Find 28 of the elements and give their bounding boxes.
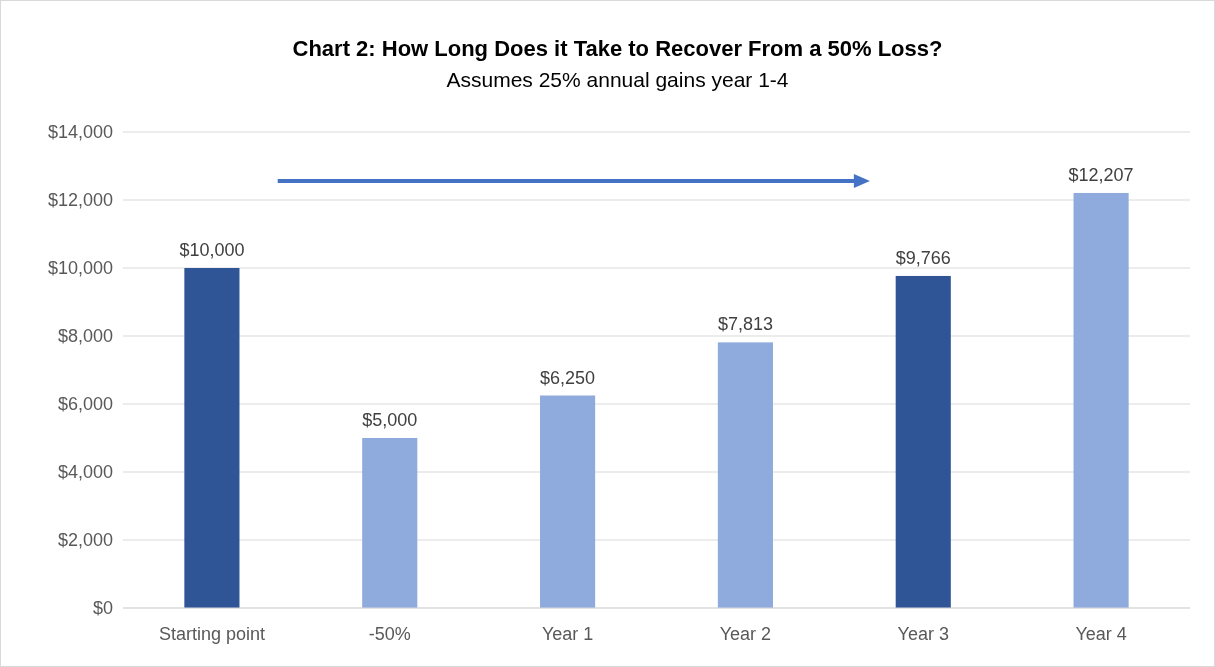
y-tick-label: $2,000 — [57, 530, 113, 551]
bar — [895, 275, 951, 608]
y-tick-label: $10,000 — [47, 258, 113, 279]
y-tick-label: $8,000 — [57, 326, 113, 347]
data-label: $7,813 — [717, 314, 773, 335]
x-tick-label: Year 1 — [541, 624, 594, 644]
y-tick-label: $0 — [92, 598, 113, 619]
chart-title: Chart 2: How Long Does it Take to Recover From a 50% Loss? — [292, 36, 943, 61]
x-tick-label: -50% — [368, 624, 411, 644]
data-label: $9,766 — [895, 247, 951, 268]
bar — [1073, 192, 1129, 608]
data-label: $6,250 — [540, 367, 596, 388]
y-tick-label: $4,000 — [57, 462, 113, 483]
bar — [184, 268, 240, 608]
bar — [540, 395, 596, 608]
y-tick-label: $14,000 — [47, 122, 113, 143]
bar — [717, 342, 773, 608]
x-tick-label: Year 2 — [719, 624, 772, 644]
bar — [362, 438, 418, 608]
x-tick-label: Starting point — [158, 624, 265, 644]
y-tick-label: $6,000 — [57, 394, 113, 415]
y-tick-label: $12,000 — [47, 190, 113, 211]
data-label: $12,207 — [1068, 164, 1134, 185]
chart-subtitle: Assumes 25% annual gains year 1-4 — [446, 68, 789, 91]
x-tick-label: Year 4 — [1075, 624, 1127, 644]
data-label: $10,000 — [179, 240, 245, 260]
x-tick-label: Year 3 — [897, 624, 949, 644]
data-label: $5,000 — [362, 410, 418, 430]
